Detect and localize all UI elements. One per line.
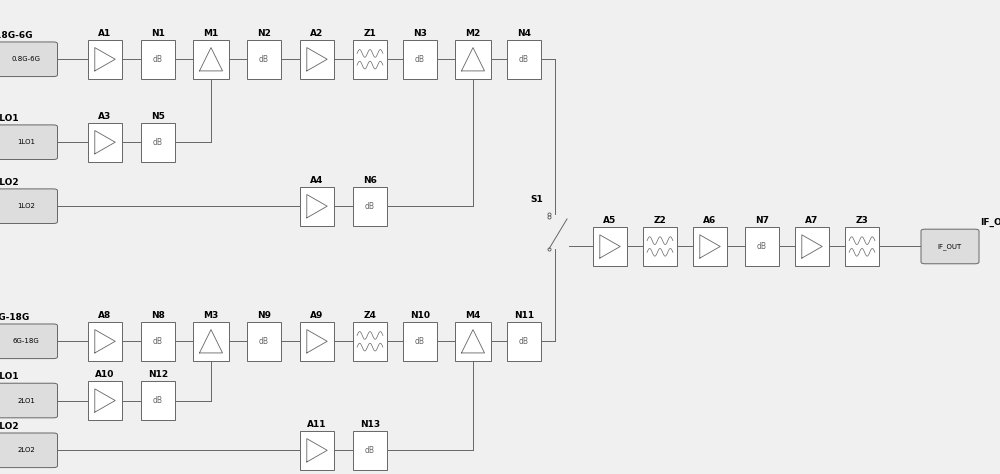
FancyBboxPatch shape [0,42,57,77]
Text: N10: N10 [410,311,430,320]
Bar [300,322,334,361]
Bar [247,40,281,79]
Text: A3: A3 [98,112,112,121]
Text: N11: N11 [514,311,534,320]
Bar [745,227,779,266]
Text: A2: A2 [310,29,324,38]
Text: 2LO1: 2LO1 [17,398,35,403]
Bar [593,227,627,266]
Text: 1LO2: 1LO2 [0,178,19,187]
Text: A10: A10 [95,370,115,379]
Bar [141,381,175,420]
Bar [353,431,387,470]
Text: N3: N3 [413,29,427,38]
Text: IF_OUT: IF_OUT [980,218,1000,228]
Bar [88,40,122,79]
Text: dB: dB [757,242,767,251]
Text: N7: N7 [755,216,769,225]
Bar [300,431,334,470]
FancyBboxPatch shape [0,125,57,160]
Text: dB: dB [415,337,425,346]
Text: dB: dB [519,337,529,346]
Text: S1: S1 [531,195,543,204]
Text: N1: N1 [151,29,165,38]
Text: A6: A6 [703,216,717,225]
Bar [353,322,387,361]
Text: M2: M2 [465,29,481,38]
FancyBboxPatch shape [0,324,57,358]
Bar [141,322,175,361]
Text: dB: dB [415,55,425,64]
Bar [795,227,829,266]
Bar [88,322,122,361]
Text: M1: M1 [203,29,219,38]
FancyBboxPatch shape [0,189,57,224]
Bar [141,40,175,79]
Bar [247,322,281,361]
Bar [403,40,437,79]
Text: N8: N8 [151,311,165,320]
Text: N12: N12 [148,370,168,379]
Bar [141,123,175,162]
Text: 0.8G-6G: 0.8G-6G [12,56,40,62]
Bar [353,187,387,226]
Text: 0.8G-6G: 0.8G-6G [0,31,34,40]
Text: N13: N13 [360,420,380,429]
Bar [353,40,387,79]
Bar [300,187,334,226]
Text: Z4: Z4 [364,311,376,320]
Text: A4: A4 [310,176,324,185]
Bar [845,227,879,266]
Bar [300,40,334,79]
Bar [193,40,229,79]
Bar [507,40,541,79]
Text: N9: N9 [257,311,271,320]
Text: 2LO2: 2LO2 [0,422,19,431]
Text: A5: A5 [603,216,617,225]
Text: A8: A8 [98,311,112,320]
Text: A11: A11 [307,420,327,429]
Text: dB: dB [153,138,163,146]
Text: dB: dB [519,55,529,64]
Text: 1LO1: 1LO1 [17,139,35,145]
Bar [88,123,122,162]
Text: dB: dB [365,202,375,210]
Text: A9: A9 [310,311,324,320]
Text: N4: N4 [517,29,531,38]
FancyBboxPatch shape [0,433,57,467]
Text: Z3: Z3 [856,216,868,225]
Text: Z2: Z2 [654,216,666,225]
Text: dB: dB [153,396,163,405]
Text: 6G-18G: 6G-18G [0,313,30,322]
Bar [455,322,491,361]
Text: 6G-18G: 6G-18G [13,338,39,344]
Bar [193,322,229,361]
Text: dB: dB [259,55,269,64]
Bar [693,227,727,266]
Bar [507,322,541,361]
Text: A7: A7 [805,216,819,225]
Bar [455,40,491,79]
Text: dB: dB [259,337,269,346]
Text: 1LO1: 1LO1 [0,114,19,123]
Text: dB: dB [153,55,163,64]
Text: N6: N6 [363,176,377,185]
Text: 2LO2: 2LO2 [17,447,35,453]
Bar [403,322,437,361]
Text: N2: N2 [257,29,271,38]
Text: M3: M3 [203,311,219,320]
Bar [643,227,677,266]
Text: A1: A1 [98,29,112,38]
Text: N5: N5 [151,112,165,121]
Text: 2LO1: 2LO1 [0,373,19,382]
Text: Z1: Z1 [364,29,376,38]
Text: IF_OUT: IF_OUT [938,243,962,250]
Text: M4: M4 [465,311,481,320]
Text: 1LO2: 1LO2 [17,203,35,209]
Text: dB: dB [365,446,375,455]
Bar [88,381,122,420]
Text: dB: dB [153,337,163,346]
FancyBboxPatch shape [0,383,57,418]
FancyBboxPatch shape [921,229,979,264]
